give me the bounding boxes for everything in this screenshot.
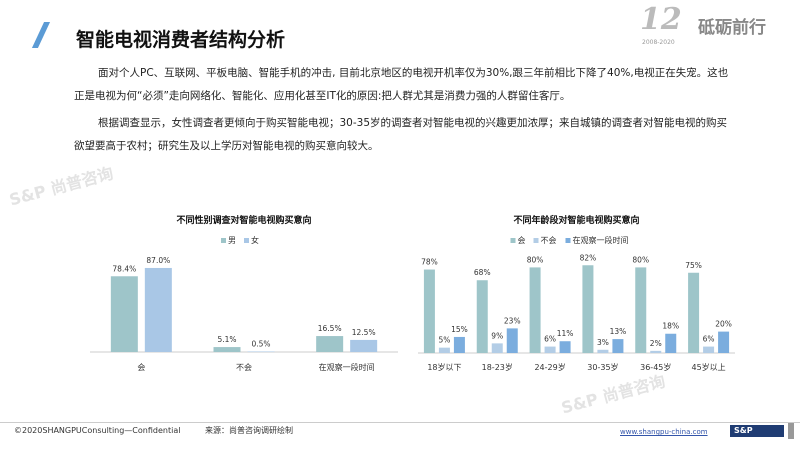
legend-swatch <box>510 238 516 243</box>
footer-divider <box>0 422 800 423</box>
bar <box>582 265 594 353</box>
data-label: 16.5% <box>318 324 342 333</box>
bar <box>718 331 730 353</box>
legend-label: 女 <box>251 235 259 245</box>
bar <box>110 276 138 352</box>
data-label: 12.5% <box>352 328 376 337</box>
legend-swatch <box>565 238 571 243</box>
category-label: 30-35岁 <box>587 362 618 372</box>
category-label: 18-23岁 <box>482 362 513 372</box>
legend-swatch <box>533 238 539 243</box>
data-label: 6% <box>703 335 715 344</box>
brand-years: 2008-2020 <box>642 39 675 46</box>
data-label: 13% <box>610 327 627 336</box>
page-tab <box>788 423 794 439</box>
bar <box>491 343 503 353</box>
data-label: 82% <box>580 253 597 262</box>
data-label: 80% <box>527 255 544 264</box>
data-label: 2% <box>650 339 662 348</box>
bar <box>559 341 571 353</box>
data-label: 18% <box>662 322 679 331</box>
bar <box>476 280 488 353</box>
company-logo: S&P <box>730 425 784 437</box>
data-label: 78.4% <box>112 264 136 273</box>
data-label: 0.5% <box>251 340 270 349</box>
paragraph: 根据调查显示，女性调查者更倾向于购买智能电视；30-35岁的调查者对智能电视的兴… <box>74 117 728 152</box>
bar <box>438 347 450 353</box>
data-label: 5.1% <box>217 335 236 344</box>
chart-title: 不同年龄段对智能电视购买意向 <box>513 214 639 226</box>
category-label: 18岁以下 <box>427 362 461 372</box>
legend-label: 男 <box>228 236 236 245</box>
bar <box>529 267 541 353</box>
source-note: 来源：尚普咨询调研绘制 <box>205 426 293 435</box>
category-label: 45岁以上 <box>691 362 725 372</box>
bar <box>316 336 344 352</box>
bar <box>703 346 715 353</box>
bar <box>423 269 435 353</box>
data-label: 6% <box>544 335 556 344</box>
paragraph: 面对个人PC、互联网、平板电脑、智能手机的冲击, 目前北京地区的电视开机率仅为3… <box>74 67 729 102</box>
data-label: 23% <box>504 316 521 325</box>
bar <box>597 349 609 353</box>
bar <box>144 267 172 352</box>
data-label: 5% <box>438 336 450 345</box>
data-label: 87.0% <box>146 256 170 265</box>
category-label: 36-45岁 <box>640 362 671 372</box>
data-label: 11% <box>557 329 574 338</box>
bar <box>506 328 518 353</box>
legend-label: 在观察一段时间 <box>573 235 629 245</box>
data-label: 75% <box>685 261 702 270</box>
legend-label: 不会 <box>541 235 557 245</box>
category-label: 不会 <box>236 362 252 372</box>
data-label: 9% <box>491 331 503 340</box>
legend-label: 会 <box>518 235 526 245</box>
data-label: 78% <box>421 258 438 267</box>
page-title: 智能电视消费者结构分析 <box>76 29 286 51</box>
bar <box>247 351 275 353</box>
brand-number: 12 <box>640 2 682 37</box>
chart-title: 不同性别调查对智能电视购买意向 <box>176 214 311 226</box>
brand-badge: 12 2008-2020 砥砺前行 <box>640 4 795 50</box>
bar <box>650 350 662 353</box>
bar <box>635 267 647 353</box>
category-label: 24-29岁 <box>534 362 565 372</box>
bar <box>544 346 556 353</box>
data-label: 68% <box>474 268 491 277</box>
category-label: 在观察一段时间 <box>319 362 375 372</box>
legend-swatch <box>221 238 226 243</box>
website-link[interactable]: www.shangpu-china.com <box>620 428 708 436</box>
legend-swatch <box>244 238 249 243</box>
bar <box>665 333 677 353</box>
data-label: 80% <box>632 255 649 264</box>
bar <box>350 339 378 352</box>
data-label: 15% <box>451 325 468 334</box>
brand-slogan: 砥砺前行 <box>698 18 766 38</box>
bar <box>688 272 700 353</box>
data-label: 20% <box>715 320 732 329</box>
copyright: ©2020SHANGPUConsulting—Confidential <box>14 426 181 435</box>
bar <box>612 339 624 353</box>
data-label: 3% <box>597 338 609 347</box>
bar <box>213 347 241 352</box>
bar <box>453 336 465 353</box>
category-label: 会 <box>137 362 145 372</box>
